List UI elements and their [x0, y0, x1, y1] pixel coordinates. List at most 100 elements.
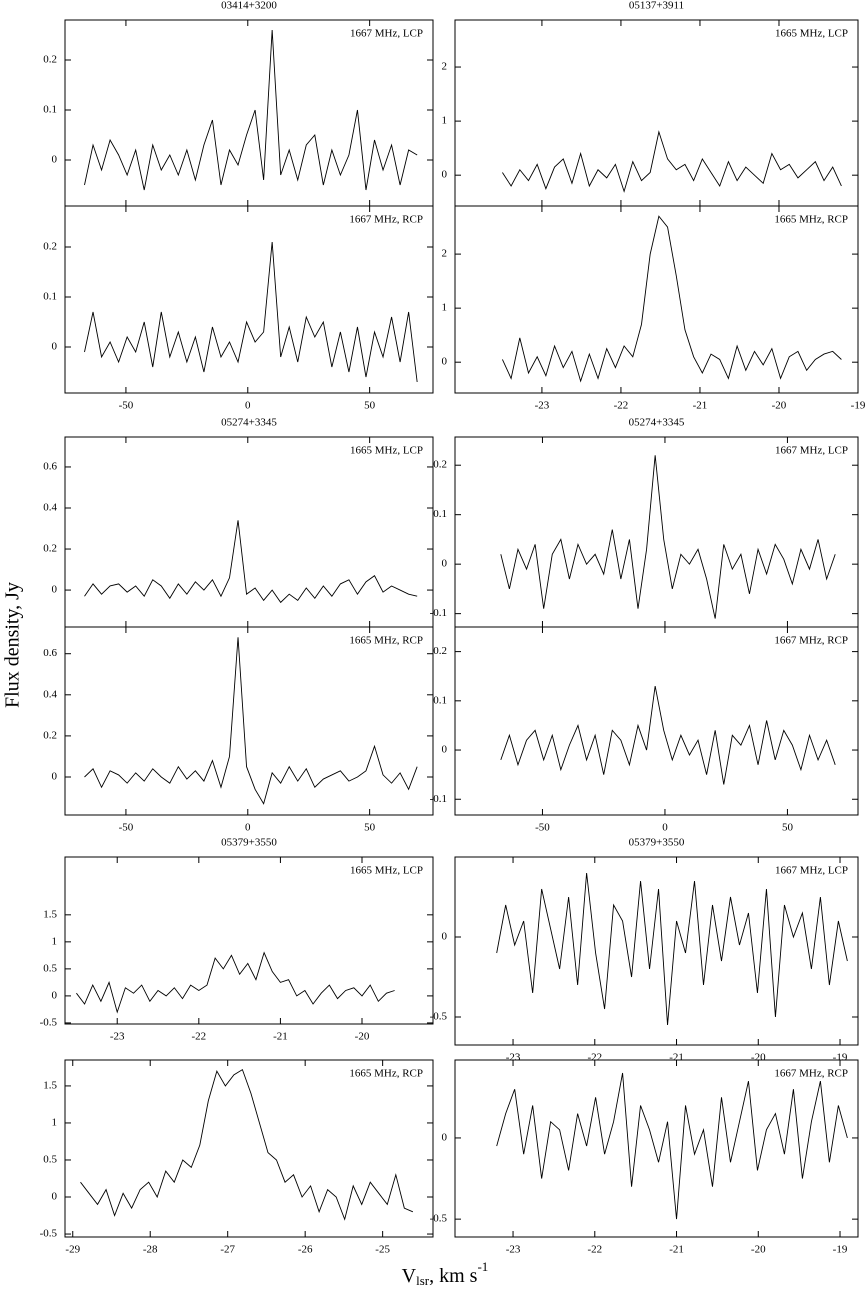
panel-annotation: 1667 MHz, RCP [774, 1068, 848, 1080]
panel-frame [64, 626, 434, 816]
panel-title: 05137+3911 [629, 0, 684, 12]
x-tick-label: -21 [669, 1052, 684, 1064]
y-tick-label: 2 [442, 248, 448, 260]
panel-annotation: 1665 MHz, RCP [774, 214, 848, 226]
panel-annotation: 1667 MHz, RCP [774, 635, 848, 647]
y-tick-label: 0.2 [433, 459, 447, 471]
x-label-main: V [402, 1265, 417, 1287]
panel-frame [64, 205, 434, 394]
y-tick-label: 1 [52, 935, 58, 947]
panel-annotation: 1665 MHz, LCP [350, 445, 423, 457]
y-tick-label: 0.4 [43, 502, 57, 514]
x-tick-label: -23 [110, 1031, 125, 1043]
y-tick-label: 0 [52, 1191, 58, 1203]
y-tick-label: 0.5 [43, 962, 57, 974]
y-tick-label: 1.5 [43, 1079, 57, 1091]
y-axis-label: Flux density, Jy [2, 582, 24, 708]
y-tick-label: 0.4 [43, 688, 57, 700]
x-tick-label: -23 [535, 400, 550, 412]
x-tick-label: -20 [751, 1052, 766, 1064]
x-tick-label: -21 [273, 1031, 288, 1043]
y-tick-label: -0.5 [40, 1228, 58, 1240]
panel-annotation: 1665 MHz, RCP [349, 635, 423, 647]
y-tick-label: 0.2 [43, 241, 57, 253]
spectrum-line [496, 872, 848, 1026]
y-tick-label: 0.1 [43, 104, 57, 116]
x-tick-label: -23 [506, 1244, 521, 1256]
spectrum-line [502, 130, 842, 193]
x-tick-label: -20 [355, 1031, 370, 1043]
y-tick-label: 0 [52, 341, 58, 353]
panel-annotation: 1667 MHz, LCP [350, 28, 423, 40]
y-tick-label: 1 [52, 1116, 58, 1128]
y-tick-label: 0.6 [43, 647, 57, 659]
y-tick-label: 0.6 [43, 460, 57, 472]
y-tick-label: 1 [442, 115, 448, 127]
x-tick-label: 0 [245, 822, 251, 834]
x-label-sub: lsr [416, 1273, 430, 1288]
panel-title: 05274+3345 [221, 417, 277, 429]
panel-annotation: 1665 MHz, RCP [349, 1068, 423, 1080]
panel-frame [64, 856, 434, 1025]
spectrum-line [502, 215, 842, 383]
spectrum-line [84, 520, 418, 604]
y-tick-label: 0.2 [43, 54, 57, 66]
x-tick-label: -22 [587, 1244, 602, 1256]
x-tick-label: -22 [614, 400, 629, 412]
panel-annotation: 1667 MHz, RCP [349, 214, 423, 226]
x-tick-label: -27 [220, 1244, 235, 1256]
y-tick-label: -0.1 [430, 793, 447, 805]
panel-frame [454, 856, 859, 1046]
y-tick-label: 2 [442, 61, 448, 73]
y-tick-label: -0.5 [40, 1016, 58, 1028]
x-tick-label: -19 [833, 1052, 848, 1064]
spectrum-line [76, 951, 395, 1014]
y-tick-label: -0.5 [430, 1213, 448, 1225]
x-tick-label: -50 [535, 822, 550, 834]
panel-title: 05274+3345 [629, 417, 685, 429]
x-label-sup: -1 [477, 1259, 488, 1274]
y-tick-label: 0.1 [43, 291, 57, 303]
x-tick-label: -29 [65, 1244, 80, 1256]
y-tick-label: 0.1 [433, 694, 447, 706]
panel-annotation: 1667 MHz, LCP [775, 445, 848, 457]
y-tick-label: 1.5 [43, 908, 57, 920]
x-tick-label: -26 [298, 1244, 313, 1256]
x-tick-label: -28 [143, 1244, 158, 1256]
y-tick-label: 0 [52, 154, 58, 166]
x-tick-label: -19 [833, 1244, 848, 1256]
x-tick-label: -25 [375, 1244, 390, 1256]
panel-frame [454, 205, 859, 394]
y-tick-label: 0.5 [43, 1154, 57, 1166]
y-tick-label: 0 [442, 558, 448, 570]
panel-frame [64, 1059, 434, 1238]
x-tick-label: -20 [751, 1244, 766, 1256]
y-tick-label: 1 [442, 302, 448, 314]
y-tick-label: 0 [442, 356, 448, 368]
x-tick-label: -23 [506, 1052, 521, 1064]
y-tick-label: 0 [52, 584, 58, 596]
y-tick-label: -0.5 [430, 1011, 448, 1023]
panel-frame [454, 1059, 859, 1238]
panel-frame [64, 436, 434, 628]
spectrum-line [496, 1072, 848, 1220]
y-tick-label: -0.1 [430, 607, 447, 619]
panel-title: 05379+3550 [221, 837, 277, 849]
y-tick-label: 0 [442, 931, 448, 943]
panel-annotation: 1665 MHz, LCP [775, 28, 848, 40]
x-tick-label: -19 [851, 400, 865, 412]
spectrum-line [84, 241, 418, 383]
x-tick-label: 0 [245, 400, 251, 412]
y-tick-label: 0 [442, 169, 448, 181]
x-tick-label: -22 [587, 1052, 602, 1064]
x-tick-label: 50 [782, 822, 794, 834]
panel-frame [64, 19, 434, 207]
x-tick-label: -22 [191, 1031, 206, 1043]
spectrum-line [500, 455, 836, 619]
y-tick-label: 0.2 [43, 729, 57, 741]
x-tick-label: -20 [772, 400, 787, 412]
y-tick-label: 0.2 [433, 645, 447, 657]
y-tick-label: 0.2 [43, 543, 57, 555]
y-tick-label: 0.1 [433, 508, 447, 520]
